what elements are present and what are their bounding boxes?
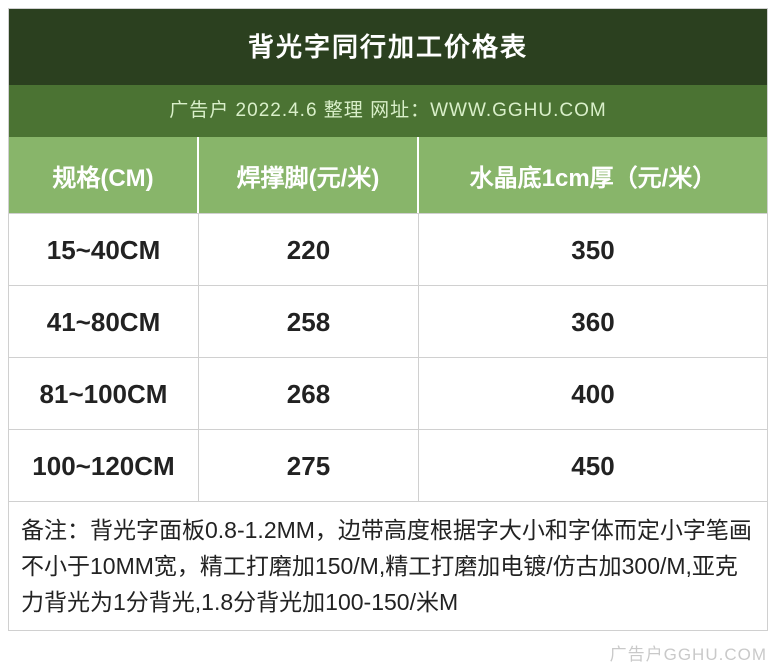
table-note: 备注：背光字面板0.8-1.2MM，边带高度根据字大小和字体而定小字笔画不小于1… <box>9 501 767 630</box>
table-cell: 258 <box>199 286 419 358</box>
table-row: 41~80CM258360 <box>9 285 767 357</box>
table-cell: 275 <box>199 430 419 502</box>
table-cell: 220 <box>199 214 419 286</box>
table-cell: 81~100CM <box>9 358 199 430</box>
table-cell: 400 <box>419 358 767 430</box>
table-body: 15~40CM22035041~80CM25836081~100CM268400… <box>9 213 767 501</box>
table-subtitle: 广告户 2022.4.6 整理 网址：WWW.GGHU.COM <box>9 85 767 137</box>
table-header: 规格(CM) 焊撑脚(元/米) 水晶底1cm厚（元/米） <box>9 137 767 213</box>
table-row: 81~100CM268400 <box>9 357 767 429</box>
table-cell: 450 <box>419 430 767 502</box>
table-cell: 350 <box>419 214 767 286</box>
watermark: 广告户GGHU.COM <box>610 640 767 665</box>
table-title: 背光字同行加工价格表 <box>9 9 767 85</box>
price-table: 背光字同行加工价格表 广告户 2022.4.6 整理 网址：WWW.GGHU.C… <box>8 8 768 631</box>
table-cell: 360 <box>419 286 767 358</box>
table-cell: 15~40CM <box>9 214 199 286</box>
table-row: 15~40CM220350 <box>9 213 767 285</box>
table-row: 100~120CM275450 <box>9 429 767 501</box>
table-cell: 268 <box>199 358 419 430</box>
table-cell: 41~80CM <box>9 286 199 358</box>
col-header-price1: 焊撑脚(元/米) <box>199 137 419 213</box>
table-cell: 100~120CM <box>9 430 199 502</box>
col-header-spec: 规格(CM) <box>9 137 199 213</box>
col-header-price2: 水晶底1cm厚（元/米） <box>419 137 767 213</box>
